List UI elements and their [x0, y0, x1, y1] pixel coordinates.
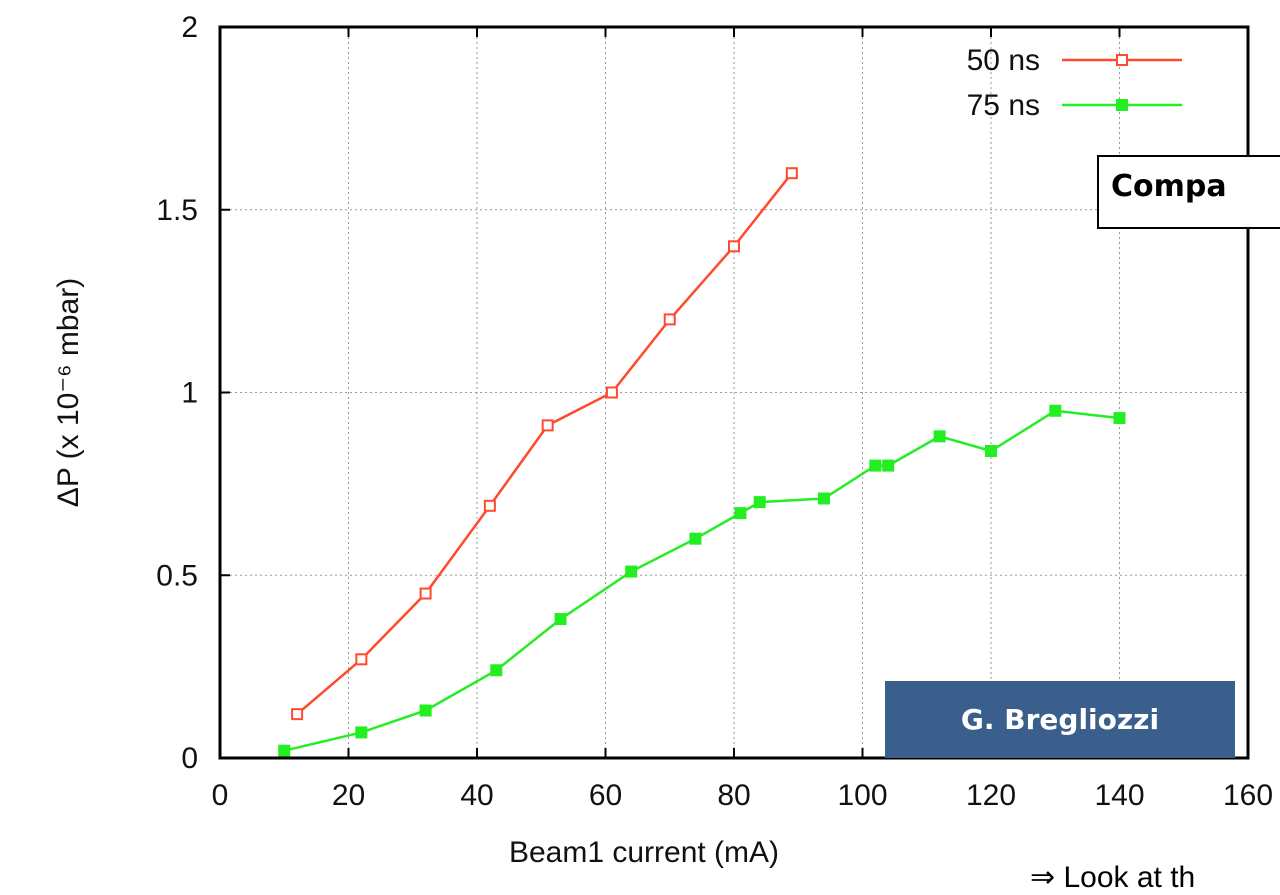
data-point [1049, 404, 1062, 417]
legend-label: 75 ns [967, 89, 1040, 122]
data-point [355, 653, 368, 666]
y-tick-label: 1 [181, 377, 198, 410]
x-tick-label: 160 [1223, 779, 1273, 812]
series-line-2 [283, 409, 1120, 752]
data-point [728, 240, 740, 253]
x-tick-label: 120 [966, 779, 1016, 812]
legend-marker [1116, 99, 1128, 111]
x-axis-label: Beam1 current (mA) [509, 836, 779, 869]
data-point [355, 726, 368, 739]
data-point [869, 459, 882, 472]
grid-lines [219, 26, 1249, 759]
data-point [625, 565, 638, 578]
plot-frame [218, 25, 1250, 760]
footnote-text: ⇒ Look at th [1030, 861, 1196, 894]
data-point [605, 386, 618, 399]
data-point [985, 444, 997, 457]
x-tick-labels: 0 20 40 60 80 100 120 140 160 [212, 779, 1273, 812]
data-point [483, 499, 496, 512]
data-point [663, 313, 676, 326]
comparison-callout: Compa [1097, 155, 1280, 229]
data-point [785, 167, 798, 180]
data-point [933, 430, 946, 443]
x-tick-label: 140 [1094, 779, 1144, 812]
x-tick-label: 60 [589, 779, 622, 812]
data-point [1113, 412, 1126, 425]
data-point [554, 613, 567, 626]
data-point [753, 496, 766, 509]
data-point [419, 704, 432, 717]
data-point [278, 744, 291, 757]
data-point [689, 532, 702, 545]
author-credit-badge: G. Bregliozzi [885, 681, 1235, 758]
x-tick-label: 20 [332, 779, 365, 812]
x-tick-label: 0 [212, 779, 229, 812]
series-layer [278, 167, 1126, 757]
legend: 50 ns 75 ns [967, 44, 1182, 122]
legend-label: 50 ns [967, 44, 1040, 77]
x-tick-label: 100 [837, 779, 887, 812]
y-tick-label: 1.5 [156, 194, 198, 227]
data-point [734, 507, 747, 520]
data-point [541, 419, 554, 432]
x-tick-label: 80 [717, 779, 750, 812]
data-point [817, 492, 830, 505]
x-tick-label: 40 [460, 779, 493, 812]
data-point [882, 459, 895, 472]
data-point [419, 587, 432, 600]
data-point [291, 708, 304, 721]
y-tick-labels: 0 0.5 1 1.5 2 [156, 11, 198, 775]
y-axis-label: ΔP (x 10⁻⁶ mbar) [52, 278, 85, 507]
legend-marker [1116, 54, 1128, 66]
y-tick-label: 0.5 [156, 559, 198, 592]
y-tick-label: 0 [181, 742, 198, 775]
data-point [490, 664, 503, 677]
y-tick-label: 2 [181, 11, 198, 44]
